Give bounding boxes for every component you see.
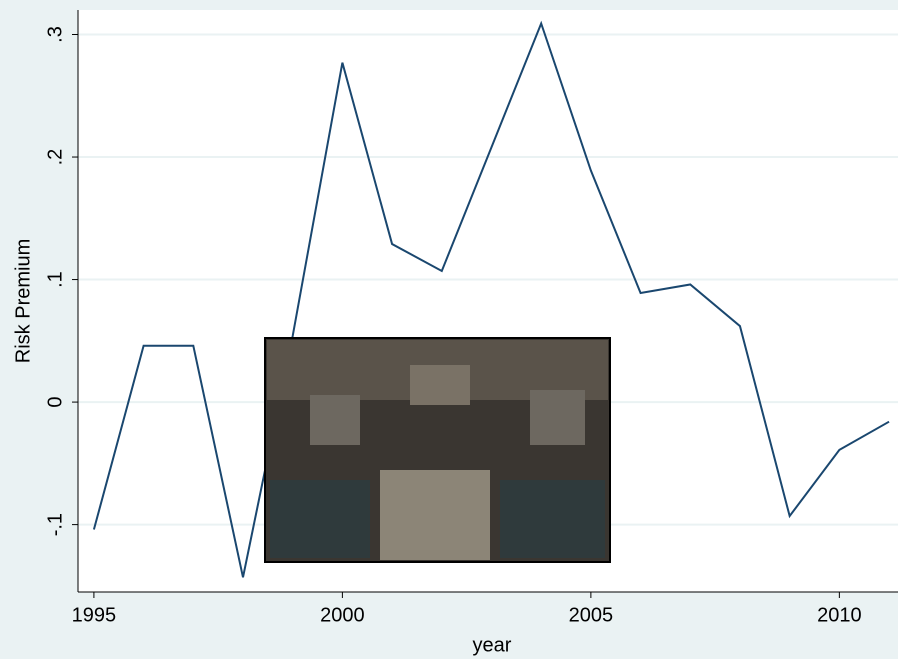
photo-area: [530, 390, 585, 445]
photo-area: [410, 365, 470, 405]
photo-area: [310, 395, 360, 445]
x-tick-label: 2005: [569, 604, 614, 626]
photo-area: [500, 480, 605, 558]
x-axis-label: year: [473, 634, 512, 656]
x-tick-label: 1995: [72, 604, 117, 626]
y-axis-label: Risk Premium: [12, 239, 34, 363]
x-tick-label: 2010: [817, 604, 862, 626]
data-line: [92, 20, 890, 578]
y-tick-label: .3: [44, 26, 66, 43]
y-tick-label: .2: [44, 149, 66, 166]
photo-area: [270, 480, 370, 558]
y-tick-label: .1: [44, 271, 66, 288]
y-tick-label: 0: [44, 397, 66, 408]
x-tick-label: 2000: [320, 604, 365, 626]
photo-area: [380, 470, 490, 560]
lines: [92, 20, 890, 578]
inset-photo: [264, 337, 611, 563]
y-tick-label: -.1: [44, 513, 66, 536]
